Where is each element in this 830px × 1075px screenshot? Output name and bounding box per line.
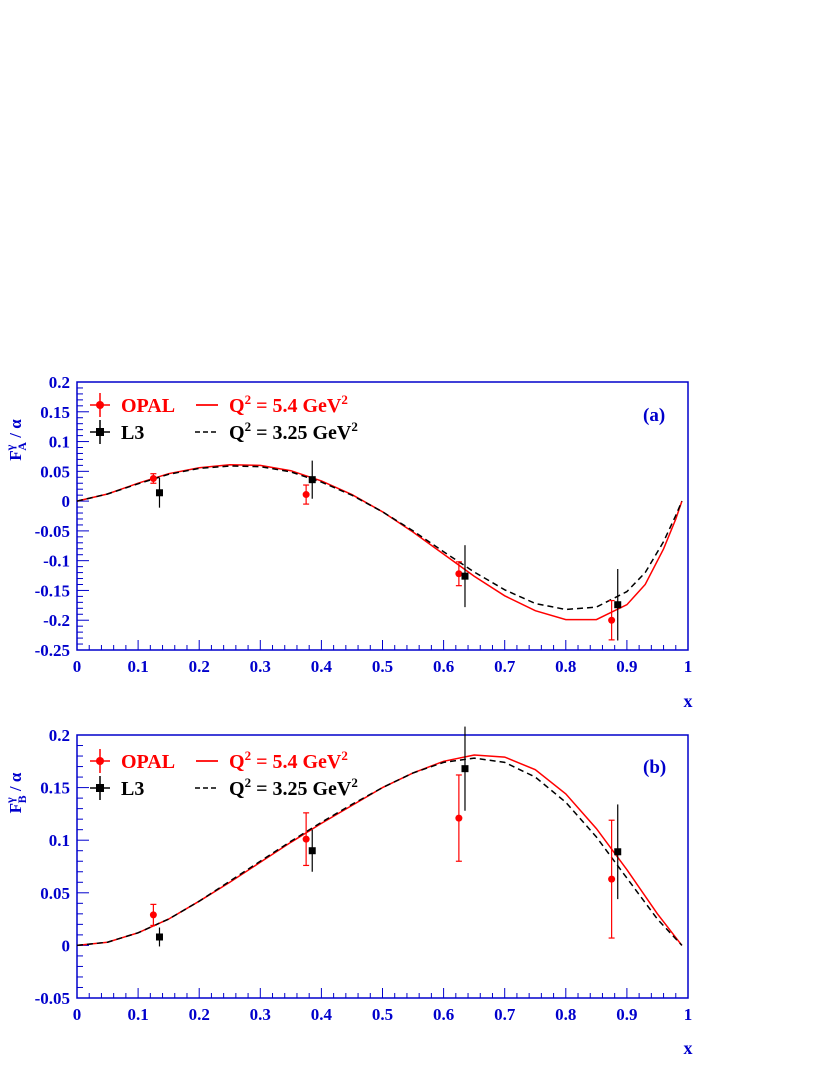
y-tick-label: 0.05 bbox=[40, 884, 70, 903]
opal-point bbox=[302, 835, 310, 843]
x-tick-label: 0.5 bbox=[372, 657, 393, 676]
panel-label: (a) bbox=[643, 405, 665, 426]
y-tick-label: 0.15 bbox=[40, 403, 70, 422]
legend-dashed-label: Q2 = 3.25 GeV2 bbox=[229, 419, 358, 444]
x-tick-label: 1 bbox=[684, 1005, 693, 1024]
y-tick-label: -0.1 bbox=[43, 552, 70, 571]
l3-point bbox=[614, 848, 622, 856]
x-tick-label: 0.2 bbox=[189, 1005, 210, 1024]
y-tick-label: 0.2 bbox=[49, 726, 70, 745]
y-tick-label: 0.1 bbox=[49, 831, 70, 850]
x-tick-label: 0.7 bbox=[494, 1005, 516, 1024]
plot-frame bbox=[76, 734, 689, 999]
l3-point bbox=[155, 933, 163, 941]
legend-opal-label: OPAL bbox=[121, 395, 175, 417]
l3-point bbox=[461, 765, 469, 773]
y-tick-label: 0.1 bbox=[49, 433, 70, 452]
legend-solid-label: Q2 = 5.4 GeV2 bbox=[229, 748, 348, 773]
l3-point bbox=[308, 847, 316, 855]
x-tick-label: 0.6 bbox=[433, 1005, 454, 1024]
y-axis-label: FγA / α bbox=[3, 419, 29, 461]
y-tick-label: 0 bbox=[62, 936, 71, 955]
y-tick-label: 0 bbox=[62, 492, 71, 511]
curve-q2-5.4 bbox=[76, 754, 683, 947]
curve-q2-3.25 bbox=[76, 465, 683, 611]
panel-b: 0 0.1 0.2 0.3 0.4 0.5 0.6 0.7 0.8 0.9 1-0.0500.050… bbox=[3, 726, 693, 1058]
legend-l3-marker bbox=[96, 428, 104, 436]
x-tick-label: 0.3 bbox=[250, 1005, 271, 1024]
curve-q2-5.4 bbox=[76, 464, 683, 621]
opal-point bbox=[455, 814, 463, 822]
x-tick-label: 0.2 bbox=[189, 657, 210, 676]
y-tick-label: 0.2 bbox=[49, 373, 70, 392]
legend-opal-marker bbox=[96, 757, 104, 765]
x-tick-label: 0.8 bbox=[555, 657, 576, 676]
y-tick-label: 0.15 bbox=[40, 779, 70, 798]
x-tick-label: 0 bbox=[73, 1005, 82, 1024]
opal-point bbox=[149, 911, 157, 919]
l3-point bbox=[155, 489, 163, 497]
y-tick-label: 0.05 bbox=[40, 462, 70, 481]
x-tick-label: 0.1 bbox=[127, 657, 148, 676]
y-tick-label: -0.05 bbox=[35, 989, 70, 1008]
x-tick-label: 0.1 bbox=[127, 1005, 148, 1024]
legend-opal-marker bbox=[96, 401, 104, 409]
x-tick-label: 0.9 bbox=[616, 657, 637, 676]
opal-point bbox=[302, 491, 310, 499]
x-axis-label: x bbox=[684, 1038, 693, 1058]
legend-l3-label: L3 bbox=[121, 422, 144, 444]
y-tick-label: -0.05 bbox=[35, 522, 70, 541]
x-tick-label: 0.4 bbox=[311, 657, 333, 676]
plot-frame bbox=[76, 381, 689, 651]
panel-label: (b) bbox=[643, 757, 666, 778]
l3-point bbox=[461, 572, 469, 580]
opal-point bbox=[149, 474, 157, 482]
legend-l3-marker bbox=[96, 784, 104, 792]
x-axis-label: x bbox=[684, 691, 693, 711]
legend-l3-label: L3 bbox=[121, 778, 144, 800]
opal-point bbox=[455, 570, 463, 578]
x-tick-label: 0.9 bbox=[616, 1005, 637, 1024]
x-tick-label: 0.5 bbox=[372, 1005, 393, 1024]
x-tick-label: 0 bbox=[73, 657, 82, 676]
opal-point bbox=[608, 616, 616, 624]
panel-a: 0 0.1 0.2 0.3 0.4 0.5 0.6 0.7 0.8 0.9 1 -0.25 -0.2 -0… bbox=[3, 373, 693, 711]
legend-opal-label: OPAL bbox=[121, 751, 175, 773]
x-tick-label: 1 bbox=[684, 657, 693, 676]
x-tick-label: 0.7 bbox=[494, 657, 516, 676]
legend-solid-label: Q2 = 5.4 GeV2 bbox=[229, 392, 348, 417]
curve-q2-3.25 bbox=[76, 757, 683, 947]
x-tick-label: 0.3 bbox=[250, 657, 271, 676]
legend-dashed-label: Q2 = 3.25 GeV2 bbox=[229, 775, 358, 800]
l3-point bbox=[614, 601, 622, 609]
y-tick-label: -0.25 bbox=[35, 641, 70, 660]
y-tick-label: -0.2 bbox=[43, 611, 70, 630]
x-tick-label: 0.8 bbox=[555, 1005, 576, 1024]
opal-point bbox=[608, 875, 616, 883]
y-tick-label: -0.15 bbox=[35, 581, 70, 600]
x-tick-label: 0.4 bbox=[311, 1005, 333, 1024]
l3-point bbox=[308, 476, 316, 484]
x-tick-label: 0.6 bbox=[433, 657, 454, 676]
y-axis-label: FγB / α bbox=[3, 772, 29, 813]
